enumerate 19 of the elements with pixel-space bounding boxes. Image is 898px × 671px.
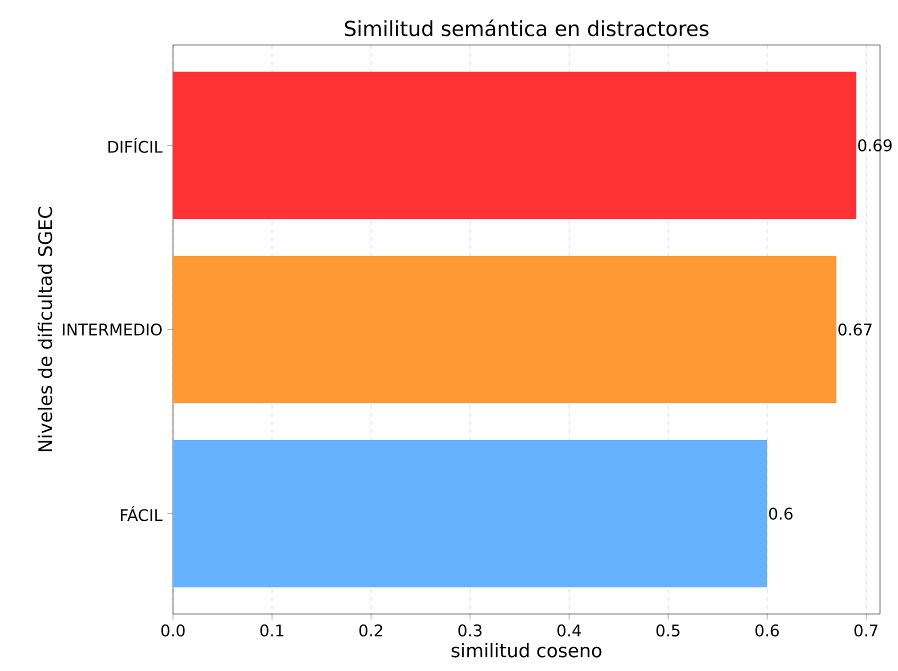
x-tick-label: 0.5 xyxy=(656,624,680,637)
x-tick-label: 0.0 xyxy=(161,624,185,637)
bar xyxy=(173,440,768,588)
x-tick-label: 0.2 xyxy=(359,624,382,637)
x-tick-label: 0.4 xyxy=(557,624,581,637)
y-tick-label: DIFÍCIL xyxy=(108,138,163,153)
data-label: 0.6 xyxy=(769,508,793,520)
x-tick-label: 0.1 xyxy=(260,624,284,637)
data-label: 0.67 xyxy=(838,323,872,336)
y-tick-label: INTERMEDIO xyxy=(62,323,162,336)
y-axis-title: Niveles de dificultad SGEC xyxy=(38,206,52,452)
chart-title: Similitud semántica en distractores xyxy=(344,19,708,36)
x-tick-label: 0.3 xyxy=(458,624,482,637)
x-tick-label: 0.7 xyxy=(854,624,878,637)
y-tick-label: FÁCIL xyxy=(120,506,163,522)
x-axis-title: similitud coseno xyxy=(452,643,602,658)
bar xyxy=(173,256,836,404)
x-tick-label: 0.6 xyxy=(755,624,779,637)
bar xyxy=(173,72,856,220)
